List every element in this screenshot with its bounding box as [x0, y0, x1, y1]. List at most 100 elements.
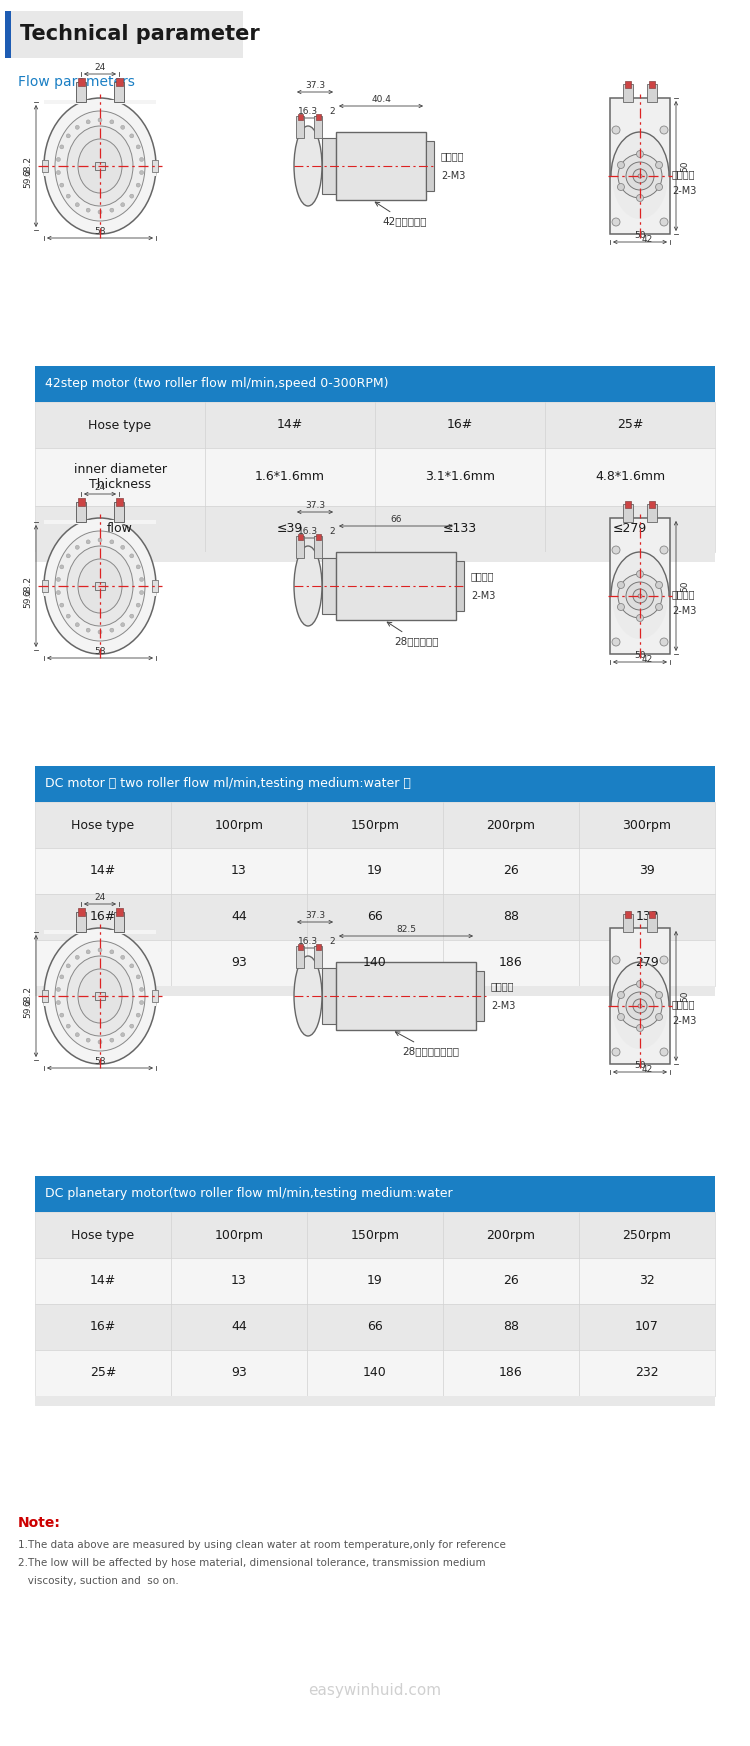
- Ellipse shape: [294, 957, 322, 1035]
- Text: 2-M3: 2-M3: [441, 171, 465, 182]
- Text: 140: 140: [363, 1367, 387, 1379]
- Text: 186: 186: [500, 1367, 523, 1379]
- Text: 16.3: 16.3: [298, 107, 318, 115]
- Bar: [95, 581, 105, 590]
- Text: 58: 58: [94, 648, 106, 656]
- Text: 66: 66: [390, 515, 402, 524]
- Text: 2-M3: 2-M3: [471, 590, 495, 601]
- Bar: [322, 138, 336, 194]
- Circle shape: [136, 183, 140, 187]
- Circle shape: [136, 602, 140, 608]
- Text: 44: 44: [231, 910, 247, 924]
- Circle shape: [98, 210, 102, 215]
- Bar: [171, 1304, 307, 1350]
- Bar: [42, 580, 48, 592]
- Text: 32: 32: [639, 1275, 655, 1287]
- Bar: [579, 939, 715, 986]
- Text: 13: 13: [231, 1275, 247, 1287]
- Circle shape: [86, 120, 90, 124]
- Text: 68.2: 68.2: [23, 986, 32, 1006]
- Circle shape: [75, 545, 80, 550]
- Circle shape: [60, 145, 64, 148]
- Text: 2: 2: [329, 107, 334, 115]
- Bar: [545, 506, 715, 552]
- Text: 93: 93: [231, 1367, 247, 1379]
- Bar: [316, 534, 320, 540]
- Circle shape: [66, 134, 70, 138]
- Bar: [152, 990, 158, 1002]
- Text: 200rpm: 200rpm: [487, 1229, 536, 1241]
- Circle shape: [121, 126, 124, 129]
- Circle shape: [626, 992, 654, 1020]
- Bar: [35, 1350, 171, 1397]
- Bar: [35, 986, 715, 995]
- Text: 19: 19: [368, 1275, 382, 1287]
- Bar: [35, 939, 171, 986]
- Text: Flow parameters: Flow parameters: [18, 75, 135, 89]
- Text: DC motor （ two roller flow ml/min,testing medium:water ）: DC motor （ two roller flow ml/min,testin…: [45, 777, 411, 791]
- Circle shape: [626, 162, 654, 190]
- Bar: [649, 80, 655, 87]
- Circle shape: [140, 157, 143, 161]
- Text: 2: 2: [329, 527, 334, 536]
- Circle shape: [66, 1025, 70, 1028]
- Text: 2-M3: 2-M3: [491, 1000, 515, 1011]
- Text: 42: 42: [642, 655, 653, 663]
- Bar: [623, 505, 633, 522]
- Ellipse shape: [612, 964, 668, 1049]
- Bar: [77, 79, 85, 86]
- Bar: [116, 79, 122, 86]
- Text: 37.3: 37.3: [305, 911, 325, 920]
- Text: 2: 2: [329, 938, 334, 946]
- Text: 2-M3: 2-M3: [672, 1016, 696, 1027]
- Circle shape: [637, 615, 644, 622]
- Text: 40.4: 40.4: [371, 94, 391, 105]
- Circle shape: [612, 637, 620, 646]
- Ellipse shape: [612, 133, 668, 218]
- Bar: [296, 946, 304, 967]
- Circle shape: [75, 623, 80, 627]
- Circle shape: [637, 1025, 644, 1032]
- Bar: [171, 939, 307, 986]
- Bar: [171, 1350, 307, 1397]
- Bar: [314, 536, 322, 559]
- Text: 50: 50: [680, 990, 689, 1002]
- Text: 3.1*1.6mm: 3.1*1.6mm: [425, 470, 495, 484]
- Bar: [296, 536, 304, 559]
- Circle shape: [637, 571, 644, 578]
- Text: 250rpm: 250rpm: [622, 1229, 671, 1241]
- Circle shape: [660, 218, 668, 225]
- Circle shape: [75, 1032, 80, 1037]
- Text: 2.The low will be affected by hose material, dimensional tolerance, transmission: 2.The low will be affected by hose mater…: [18, 1557, 486, 1568]
- Circle shape: [86, 208, 90, 211]
- Bar: [375, 402, 545, 449]
- Ellipse shape: [294, 546, 322, 627]
- Circle shape: [633, 999, 647, 1013]
- Circle shape: [66, 194, 70, 197]
- Circle shape: [86, 629, 90, 632]
- Bar: [298, 945, 302, 950]
- Text: 200rpm: 200rpm: [487, 819, 536, 831]
- Circle shape: [110, 540, 114, 543]
- Bar: [647, 505, 657, 522]
- Bar: [114, 82, 124, 101]
- Circle shape: [66, 964, 70, 967]
- Text: 37.3: 37.3: [305, 80, 325, 91]
- Bar: [322, 559, 336, 615]
- Ellipse shape: [44, 98, 156, 234]
- Circle shape: [60, 1013, 64, 1018]
- Bar: [623, 84, 633, 101]
- Bar: [76, 82, 86, 101]
- Circle shape: [656, 581, 662, 588]
- Circle shape: [612, 1048, 620, 1056]
- Bar: [456, 560, 464, 611]
- Text: 232: 232: [635, 1367, 658, 1379]
- Bar: [116, 498, 122, 506]
- Bar: [625, 80, 631, 87]
- Text: 1.6*1.6mm: 1.6*1.6mm: [255, 470, 325, 484]
- Circle shape: [110, 950, 114, 953]
- Bar: [316, 945, 320, 950]
- Text: 58: 58: [94, 1056, 106, 1067]
- Text: Technical parameter: Technical parameter: [20, 24, 260, 44]
- Circle shape: [656, 161, 662, 169]
